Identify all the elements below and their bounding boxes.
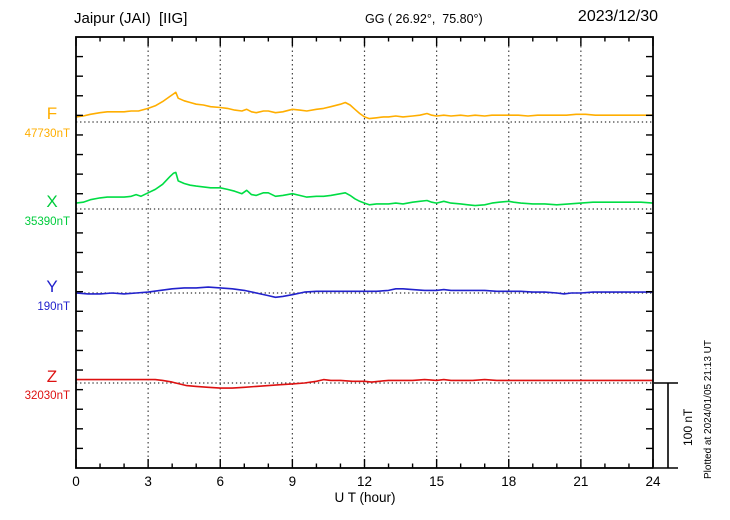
trace-F: [75, 91, 653, 120]
geographic-coordinates: GG ( 26.92°, 75.80°): [365, 12, 483, 26]
x-tick-label: 0: [72, 474, 80, 489]
plotted-at-note: Plotted at 2024/01/05 21:13 UT: [703, 340, 714, 479]
plot-date: 2023/12/30: [577, 8, 658, 25]
x-tick-label: 3: [144, 474, 152, 489]
x-tick-label: 21: [573, 474, 589, 489]
trace-label-F: F: [46, 104, 58, 123]
x-tick-label: 15: [429, 474, 445, 489]
x-tick-label: 12: [356, 474, 373, 489]
x-axis-title: U T (hour): [334, 490, 396, 505]
trace-baseline-F: 47730nT: [24, 128, 70, 140]
x-tick-label: 6: [216, 474, 224, 489]
trace-baseline-X: 35390nT: [24, 216, 70, 228]
trace-baseline-Y: 190nT: [37, 301, 70, 313]
trace-label-Z: Z: [46, 367, 58, 386]
x-tick-label: 9: [288, 474, 297, 489]
trace-X: [75, 171, 654, 207]
trace-label-Y: Y: [46, 277, 58, 296]
scale-bar-label: 100 nT: [681, 408, 695, 446]
station-title: Jaipur (JAI) [IIG]: [74, 10, 188, 27]
x-tick-label: 24: [645, 474, 661, 489]
trace-baseline-Z: 32030nT: [24, 390, 70, 402]
trace-label-X: X: [46, 192, 58, 211]
x-tick-label: 18: [501, 474, 517, 489]
trace-Y: [75, 286, 653, 299]
trace-Z: [76, 378, 653, 389]
